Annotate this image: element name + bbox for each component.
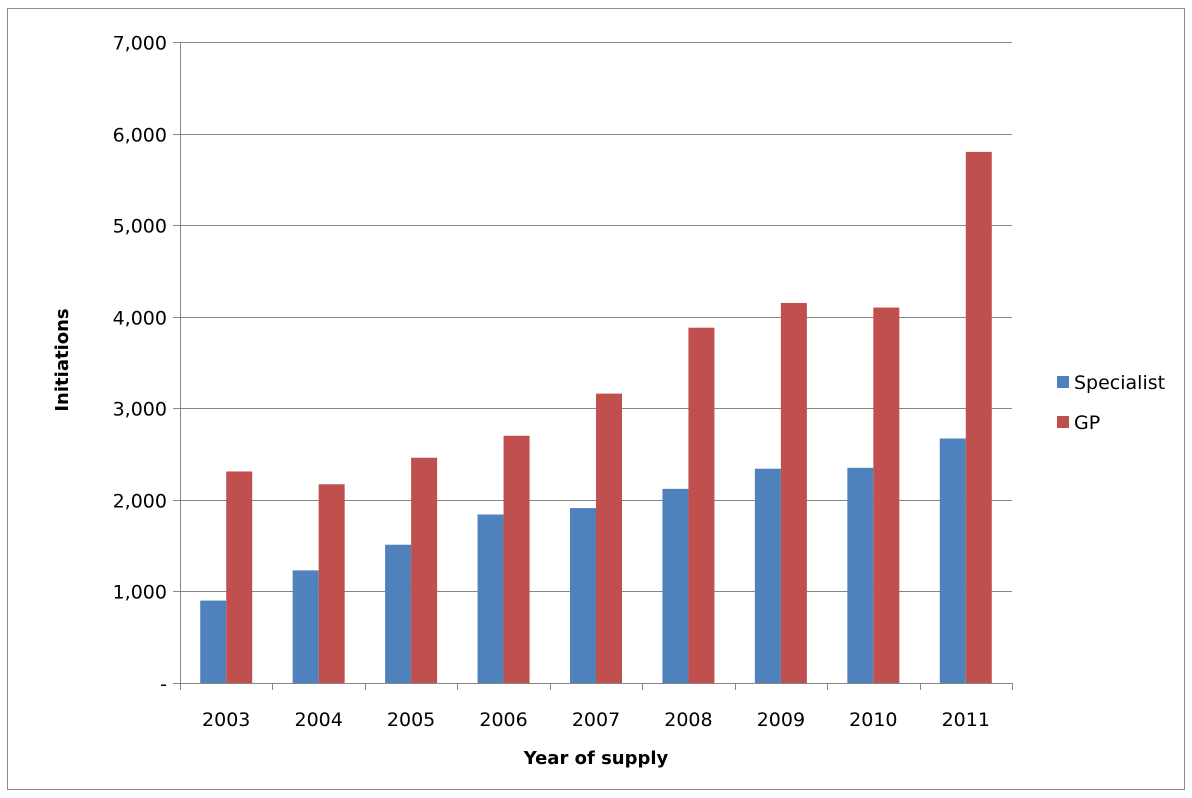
legend-swatch-specialist [1057,376,1069,388]
y-tick-label: - [160,674,167,696]
bar-specialist-2005 [385,544,412,683]
x-axis-title: Year of supply [523,748,669,769]
bar-gp-2003 [226,471,253,683]
bar-specialist-2003 [200,600,227,683]
bar-specialist-2007 [570,508,596,683]
bar-specialist-2011 [939,438,966,683]
bar-gp-2006 [503,435,530,683]
bar-specialist-2009 [754,468,781,683]
y-tick-label: 5,000 [113,216,167,238]
bar-specialist-2008 [662,488,689,683]
y-tick-labels: - 1,000 2,000 3,000 4,000 5,000 6,000 7,000 [113,33,167,696]
bar-gp-2009 [780,302,807,683]
legend-label-specialist: Specialist [1074,372,1165,394]
x-tick-label: 2011 [942,709,990,731]
y-tick-label: 3,000 [113,399,167,421]
x-tick-label: 2003 [202,709,250,731]
bar-specialist-2010 [847,467,874,683]
x-tick-label: 2009 [757,709,805,731]
x-tick-labels: 2003 2004 2005 2006 2007 2008 2009 2010 2011 [202,709,990,731]
bar-gp-2005 [411,457,438,683]
x-tick-label: 2005 [387,709,435,731]
bar-gp-2004 [318,484,345,683]
bar-specialist-2006 [477,514,504,683]
bar-specialist-2004 [292,570,319,683]
y-tick-label: 4,000 [113,308,167,330]
y-tick-label: 1,000 [113,582,167,604]
y-tick-label: 7,000 [113,33,167,55]
x-tick-label: 2008 [664,709,712,731]
x-tick-label: 2006 [479,709,527,731]
x-tick-label: 2004 [294,709,342,731]
legend: Specialist GP [1057,372,1165,434]
bar-gp-2007 [596,393,622,683]
axes [173,42,1013,690]
bar-gp-2011 [965,151,992,683]
bar-gp-2010 [873,307,900,683]
x-tick-label: 2010 [849,709,897,731]
legend-swatch-gp [1057,416,1069,428]
y-axis-title: Initiations [52,308,73,411]
legend-label-gp: GP [1074,412,1100,434]
bar-gp-2008 [688,327,715,683]
y-tick-label: 6,000 [113,125,167,147]
bars [200,151,992,683]
y-tick-label: 2,000 [113,491,167,513]
x-tick-label: 2007 [572,709,620,731]
